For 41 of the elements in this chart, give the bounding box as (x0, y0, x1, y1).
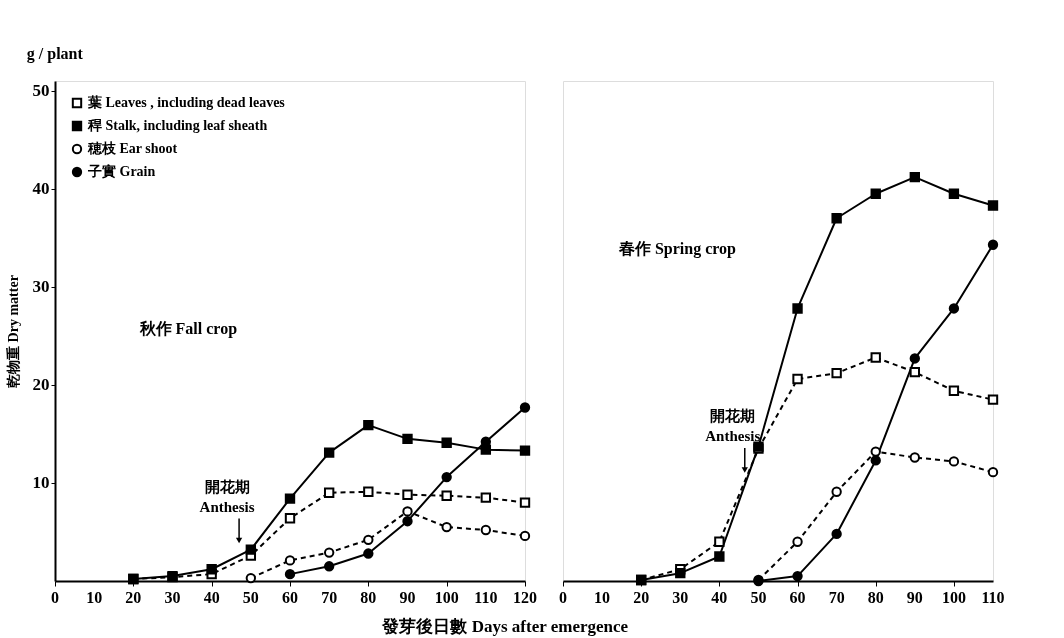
x-tick-label: 90 (399, 589, 416, 606)
x-tick-label: 110 (981, 589, 1005, 606)
x-tick-label: 80 (360, 589, 377, 606)
x-tick-label: 50 (750, 589, 767, 606)
x-tick-label: 20 (633, 589, 650, 606)
annotation: 開花期 Anthesis (705, 407, 761, 444)
y-tick-label: 50 (32, 81, 50, 101)
y-tick-label: 10 (32, 473, 50, 493)
x-tick-label: 120 (513, 589, 537, 606)
x-tick-label: 40 (203, 589, 220, 606)
x-tick-label: 0 (559, 589, 567, 606)
x-tick-label: 30 (164, 589, 181, 606)
annotation: 開花期 Anthesis (199, 478, 255, 515)
x-tick-label: 20 (125, 589, 142, 606)
x-tick-label: 100 (434, 589, 459, 606)
legend-label: 葉 Leaves , including dead leaves (87, 95, 286, 110)
x-tick-label: 70 (321, 589, 338, 606)
annotation: 秋作 Fall crop (138, 320, 238, 338)
x-tick-label: 110 (474, 589, 498, 606)
y-tick-label: 20 (32, 375, 50, 395)
legend-label: 子實 Grain (87, 164, 156, 179)
x-tick-label: 100 (941, 589, 966, 606)
legend-label: 穂枝 Ear shoot (87, 141, 178, 156)
x-tick-label: 80 (867, 589, 884, 606)
y-tick-label: 40 (32, 179, 50, 199)
x-tick-label: 0 (51, 589, 59, 606)
x-tick-label: 70 (828, 589, 845, 606)
text: g / plant (26, 45, 84, 63)
x-tick-label: 90 (906, 589, 923, 606)
annotation: 春作 Spring crop (617, 240, 737, 258)
x-axis-title: 發芽後日數 Days after emergence (381, 616, 629, 636)
y-tick-label: 30 (32, 277, 50, 297)
y-axis-title: 乾物重 Dry matter (5, 275, 21, 388)
x-tick-label: 10 (594, 589, 611, 606)
x-tick-label: 10 (86, 589, 103, 606)
x-tick-label: 50 (242, 589, 259, 606)
x-tick-label: 60 (282, 589, 298, 606)
x-tick-label: 30 (672, 589, 689, 606)
legend-label: 稈 Stalk, including leaf sheath (87, 118, 268, 133)
x-tick-label: 60 (789, 589, 806, 606)
x-tick-label: 40 (711, 589, 728, 606)
